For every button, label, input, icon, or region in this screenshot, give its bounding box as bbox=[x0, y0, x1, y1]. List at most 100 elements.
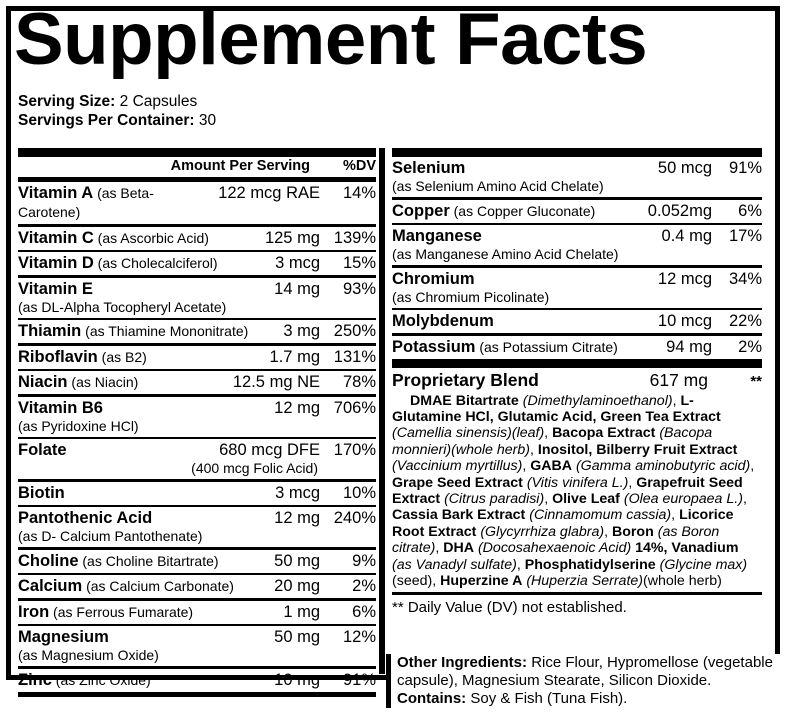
nutrient-row: Vitamin D (as Cholecalciferol) 3 mcg 15% bbox=[18, 252, 376, 275]
nutrient-dv: 78% bbox=[342, 373, 376, 391]
nutrient-row: Vitamin A (as Beta-Carotene) 122 mcg RAE 1… bbox=[18, 182, 376, 224]
serving-size-label: Serving Size: bbox=[18, 93, 116, 110]
proprietary-blend-name: Proprietary Blend bbox=[392, 369, 539, 390]
nutrient-dv: 10% bbox=[342, 483, 376, 502]
nutrient-source: (as Niacin) bbox=[67, 374, 139, 390]
nutrient-dv: 15% bbox=[342, 254, 376, 272]
nutrients-right-column: Selenium 50 mcg 91% (as Selenium Amino Acid… bbox=[392, 148, 762, 619]
proprietary-blend-dv: ** bbox=[750, 372, 762, 390]
row-rule bbox=[18, 436, 376, 439]
nutrient-dv: 2% bbox=[352, 577, 376, 595]
nutrient-dv: 2% bbox=[738, 337, 762, 356]
nutrient-name: Thiamin (as Thiamine Mononitrate) bbox=[18, 322, 249, 340]
nutrient-name: Vitamin D (as Cholecalciferol) bbox=[18, 254, 218, 272]
nutrient-amount: 1.7 mg bbox=[269, 347, 320, 366]
nutrient-amount: 3 mcg bbox=[275, 483, 320, 502]
row-rule bbox=[18, 598, 376, 601]
right-header-bar bbox=[392, 148, 762, 157]
nutrient-row: Riboflavin (as B2) 1.7 mg 131% bbox=[18, 346, 376, 369]
nutrient-name: Vitamin C (as Ascorbic Acid) bbox=[18, 228, 209, 247]
nutrient-dv: 240% bbox=[333, 509, 376, 527]
nutrient-dv: 22% bbox=[728, 312, 762, 330]
other-ingredients-block: Other Ingredients: Rice Flour, Hypromell… bbox=[386, 654, 786, 708]
nutrient-source: (as Beta-Carotene) bbox=[18, 185, 154, 220]
nutrient-subline: (as D- Calcium Pantothenate) bbox=[18, 528, 203, 544]
nutrient-amount: 94 mg bbox=[666, 337, 712, 356]
nutrient-amount: 3 mcg bbox=[275, 254, 320, 272]
nutrient-amount: 1 mg bbox=[283, 602, 320, 621]
row-rule bbox=[392, 265, 762, 268]
nutrient-source: (as Choline Bitartrate) bbox=[78, 552, 219, 569]
nutrient-name: Selenium bbox=[392, 159, 466, 177]
row-rule bbox=[392, 197, 762, 200]
row-rule bbox=[18, 275, 376, 278]
nutrient-rows-left: Vitamin A (as Beta-Carotene) 122 mcg RAE 1… bbox=[18, 182, 376, 692]
nutrient-subline: (as Chromium Picolinate) bbox=[392, 288, 550, 305]
header-bar bbox=[18, 148, 376, 157]
nutrient-amount: 125 mg bbox=[264, 228, 320, 247]
nutrient-amount: 12 mcg bbox=[657, 269, 712, 288]
nutrient-source: (as Calcium Carbonate) bbox=[82, 578, 234, 594]
row-rule bbox=[18, 547, 376, 550]
nutrient-row: Chromium 12 mcg 34% bbox=[392, 268, 762, 291]
dv-header: %DV bbox=[342, 158, 376, 174]
nutrient-subline: (as Pyridoxine HCl) bbox=[18, 417, 139, 434]
contains-line: Contains: Soy & Fish (Tuna Fish). bbox=[397, 690, 786, 708]
nutrient-row: Manganese 0.4 mg 17% bbox=[392, 225, 762, 248]
nutrient-dv: 131% bbox=[333, 347, 376, 366]
contains-label: Contains: bbox=[397, 690, 467, 707]
nutrient-row: Molybdenum 10 mcg 22% bbox=[392, 310, 762, 333]
dv-footnote: ** Daily Value (DV) not established. bbox=[392, 598, 627, 616]
serving-size-value: 2 Capsules bbox=[119, 93, 198, 110]
nutrient-dv: 139% bbox=[333, 228, 376, 247]
nutrient-dv: 250% bbox=[333, 322, 376, 340]
nutrient-dv: 6% bbox=[352, 602, 376, 621]
nutrient-dv: 93% bbox=[342, 279, 376, 298]
nutrient-source: (as B2) bbox=[97, 348, 147, 365]
row-rule bbox=[18, 224, 376, 227]
nutrient-name: Vitamin A (as Beta-Carotene) bbox=[18, 184, 154, 220]
nutrient-amount: 14 mg bbox=[274, 279, 320, 298]
nutrient-dv: 170% bbox=[333, 441, 376, 459]
nutrient-dv: 14% bbox=[342, 184, 376, 202]
nutrient-name: Zinc (as Zinc Oxide) bbox=[18, 670, 151, 689]
nutrient-row: Niacin (as Niacin) 12.5 mg NE 78% bbox=[18, 371, 376, 394]
nutrient-name: Manganese bbox=[392, 227, 482, 245]
servings-per-container-label: Servings Per Container: bbox=[18, 112, 195, 129]
amount-per-serving-header: Amount Per Serving bbox=[170, 158, 310, 174]
nutrient-row: Copper (as Copper Gluconate) 0.052mg 6% bbox=[392, 200, 762, 223]
nutrient-row: Calcium (as Calcium Carbonate) 20 mg 2% bbox=[18, 575, 376, 598]
row-rule bbox=[18, 504, 376, 507]
nutrient-row: Choline (as Choline Bitartrate) 50 mg 9% bbox=[18, 550, 376, 573]
row-rule bbox=[18, 572, 376, 575]
nutrient-dv: 17% bbox=[728, 227, 762, 245]
nutrient-amount: 12 mg bbox=[274, 398, 320, 417]
nutrient-name: Vitamin E bbox=[18, 279, 93, 298]
nutrient-dv: 34% bbox=[728, 269, 762, 288]
nutrient-row: Thiamin (as Thiamine Mononitrate) 3 mg 250… bbox=[18, 320, 376, 343]
nutrient-name: Calcium (as Calcium Carbonate) bbox=[18, 577, 234, 595]
nutrient-name: Choline (as Choline Bitartrate) bbox=[18, 551, 219, 570]
nutrient-row: Magnesium 50 mg 12% bbox=[18, 626, 376, 649]
nutrient-amount: 20 mg bbox=[274, 577, 320, 595]
nutrient-name: Potassium (as Potassium Citrate) bbox=[392, 337, 618, 356]
nutrient-source: (as Cholecalciferol) bbox=[93, 255, 218, 271]
blend-bottom-rule bbox=[392, 592, 762, 595]
blend-divider-bar bbox=[392, 358, 762, 368]
page-title: Supplement Facts bbox=[14, 0, 648, 80]
nutrient-name: Pantothenic Acid bbox=[18, 509, 153, 527]
nutrient-dv: 91% bbox=[342, 670, 376, 689]
servings-per-container-value: 30 bbox=[198, 112, 217, 129]
nutrient-rows-right: Selenium 50 mcg 91% (as Selenium Amino Acid… bbox=[392, 157, 762, 359]
nutrient-subline: (400 mcg Folic Acid) bbox=[191, 460, 318, 476]
other-ingredients-value: Rice Flour, Hypromellose (vegetable caps… bbox=[397, 654, 773, 689]
serving-info: Serving Size: 2 Capsules Servings Per Co… bbox=[18, 92, 216, 130]
nutrient-amount: 3 mg bbox=[283, 322, 320, 340]
table-header-row: Amount Per Serving %DV bbox=[18, 157, 376, 177]
row-rule bbox=[18, 343, 376, 346]
nutrient-amount: 10 mg bbox=[274, 670, 320, 689]
row-rule bbox=[392, 222, 762, 225]
nutrient-row: Zinc (as Zinc Oxide) 10 mg 91% bbox=[18, 669, 376, 692]
row-rule bbox=[392, 307, 762, 310]
other-ingredients-line: Other Ingredients: Rice Flour, Hypromell… bbox=[397, 654, 786, 690]
